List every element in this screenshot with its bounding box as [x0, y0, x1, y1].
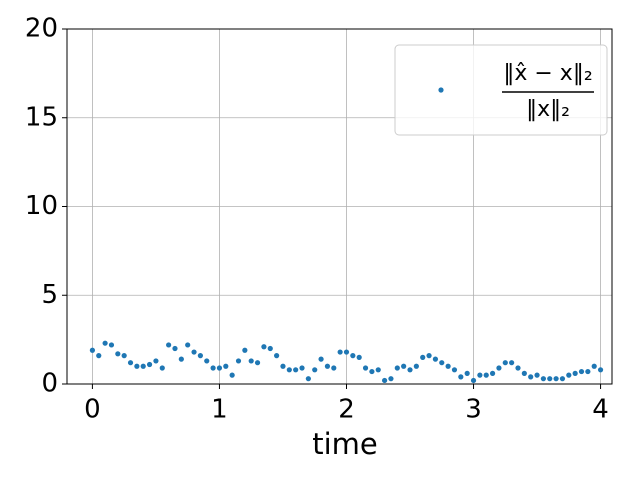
point	[362, 365, 369, 371]
legend-denominator: ‖x‖₂	[526, 97, 570, 122]
point	[229, 372, 235, 378]
point	[445, 363, 451, 369]
point	[381, 377, 388, 384]
point	[178, 356, 184, 362]
point	[96, 353, 102, 359]
point	[286, 367, 292, 373]
point	[356, 354, 362, 360]
point	[305, 376, 311, 382]
point	[312, 367, 318, 373]
y-tick-label: 15	[25, 102, 58, 132]
point	[572, 370, 578, 376]
point	[254, 360, 261, 366]
point	[89, 347, 96, 353]
point	[121, 353, 127, 359]
point	[394, 365, 400, 371]
legend-box	[394, 44, 608, 136]
point	[280, 363, 286, 369]
point	[388, 376, 394, 382]
point	[521, 370, 527, 376]
x-tick-label: 1	[211, 395, 228, 425]
point	[261, 344, 267, 350]
point	[432, 356, 439, 362]
point	[566, 372, 572, 378]
point	[223, 363, 229, 369]
point	[528, 374, 534, 380]
point	[458, 374, 464, 380]
point	[115, 351, 121, 357]
point	[134, 363, 140, 369]
point	[559, 376, 566, 382]
point	[191, 349, 197, 355]
y-tick-label: 20	[25, 14, 58, 44]
x-tick-label: 4	[592, 395, 609, 425]
y-tick-label: 5	[41, 280, 58, 310]
point	[102, 340, 108, 346]
legend-numerator: ‖x̂ − x‖₂	[503, 61, 592, 86]
point	[248, 358, 254, 364]
x-tick-label: 0	[84, 395, 101, 425]
point	[127, 360, 134, 366]
point	[210, 365, 216, 371]
point	[274, 353, 280, 359]
point	[197, 353, 203, 359]
plot-frame	[66, 28, 613, 385]
point	[483, 372, 489, 378]
point	[343, 349, 350, 355]
point	[172, 345, 178, 352]
point	[159, 365, 165, 371]
point	[426, 353, 432, 359]
point	[439, 360, 445, 366]
point	[553, 376, 559, 382]
point	[318, 356, 324, 362]
point	[477, 372, 483, 378]
point	[502, 360, 508, 366]
y-tick-label: 0	[41, 369, 58, 399]
point	[324, 363, 331, 369]
point	[166, 342, 172, 348]
point	[470, 377, 477, 384]
point	[401, 363, 407, 369]
point	[489, 370, 496, 376]
point	[242, 347, 248, 353]
point	[267, 345, 273, 352]
point	[146, 361, 153, 368]
point	[585, 368, 591, 375]
point	[108, 342, 115, 348]
point	[597, 367, 604, 373]
point	[235, 358, 242, 364]
point	[375, 367, 381, 373]
point	[509, 360, 515, 366]
x-tick-label: 2	[338, 395, 355, 425]
point	[464, 370, 470, 376]
point	[204, 358, 210, 364]
point	[547, 376, 553, 382]
point	[534, 372, 540, 378]
point	[350, 353, 356, 359]
point	[420, 354, 426, 360]
point	[185, 342, 191, 348]
x-tick-label: 3	[465, 395, 482, 425]
point	[153, 358, 159, 364]
point	[331, 365, 337, 371]
point	[140, 363, 146, 369]
point	[293, 367, 299, 373]
point	[216, 365, 223, 371]
point	[515, 365, 521, 371]
legend-marker	[438, 87, 444, 93]
point	[337, 349, 343, 355]
point	[578, 368, 585, 375]
point	[540, 376, 546, 382]
point	[299, 365, 305, 371]
x-axis-label: time	[312, 427, 378, 461]
point	[413, 363, 419, 369]
point	[407, 367, 413, 373]
point	[451, 367, 458, 373]
point	[369, 368, 375, 375]
point	[591, 363, 597, 369]
y-tick-label: 10	[25, 191, 58, 221]
point	[496, 365, 502, 371]
